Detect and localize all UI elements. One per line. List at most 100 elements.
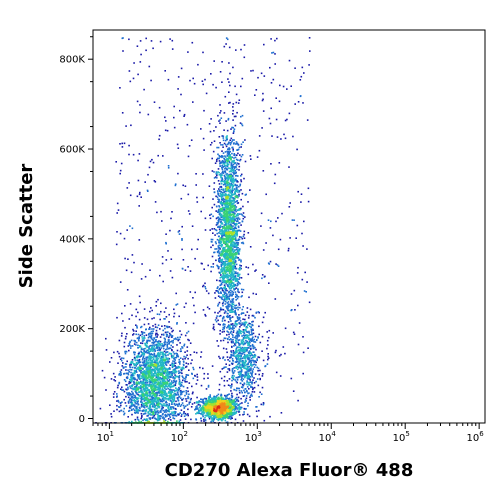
data-point	[227, 309, 229, 312]
data-point	[199, 400, 201, 403]
data-point	[118, 339, 121, 342]
data-point	[193, 351, 196, 353]
data-point	[220, 180, 222, 183]
data-point	[144, 365, 147, 368]
data-point	[232, 66, 234, 69]
data-point	[162, 409, 164, 412]
data-point	[125, 363, 128, 365]
data-point	[229, 245, 231, 248]
data-point	[217, 408, 220, 410]
data-point	[123, 407, 125, 410]
data-point	[201, 399, 204, 401]
data-point	[178, 338, 181, 341]
data-point	[161, 388, 164, 390]
data-point	[235, 257, 238, 259]
data-point	[186, 354, 188, 356]
data-point	[228, 197, 231, 199]
data-point	[152, 328, 155, 330]
data-point	[142, 364, 145, 367]
data-point	[137, 368, 140, 371]
data-point	[164, 318, 166, 320]
data-point	[137, 376, 140, 378]
data-point	[218, 402, 220, 404]
data-point	[183, 306, 186, 308]
data-point	[229, 236, 231, 239]
data-point	[234, 404, 237, 407]
data-point	[156, 379, 159, 381]
data-point	[159, 345, 161, 347]
data-point	[154, 359, 156, 362]
data-point	[211, 417, 213, 419]
data-point	[131, 384, 133, 387]
data-point	[145, 393, 147, 396]
data-point	[141, 383, 143, 385]
data-point	[165, 385, 167, 387]
data-point	[147, 407, 150, 410]
data-point	[228, 286, 231, 288]
data-point	[137, 419, 140, 421]
data-point	[161, 372, 163, 375]
data-point	[135, 402, 138, 405]
data-point	[154, 323, 157, 326]
data-point	[237, 404, 239, 407]
data-point	[135, 393, 138, 395]
data-point	[239, 230, 242, 232]
data-point	[234, 169, 236, 172]
data-point	[165, 409, 168, 411]
data-point	[230, 320, 232, 322]
data-point	[238, 332, 241, 334]
data-point	[169, 398, 172, 400]
data-point	[179, 330, 181, 332]
data-point	[236, 213, 239, 215]
data-point	[135, 308, 138, 311]
data-point	[214, 408, 217, 411]
data-point	[135, 324, 137, 326]
data-point	[148, 372, 151, 374]
data-point	[220, 196, 223, 199]
data-point	[238, 414, 241, 416]
data-point	[165, 357, 167, 359]
data-point	[139, 334, 142, 337]
data-point	[238, 208, 241, 210]
data-point	[142, 376, 145, 379]
data-point	[151, 348, 154, 350]
data-point	[184, 351, 186, 353]
data-point	[162, 389, 164, 392]
data-point	[137, 354, 140, 356]
data-point	[149, 355, 151, 358]
data-point	[217, 319, 219, 322]
data-point	[185, 362, 188, 364]
data-point	[175, 394, 177, 396]
data-point	[157, 418, 160, 420]
data-point	[136, 381, 138, 383]
data-point	[131, 345, 134, 347]
data-point	[204, 404, 207, 407]
data-point	[136, 384, 138, 386]
data-point	[223, 398, 226, 400]
data-point	[159, 418, 161, 421]
data-point	[179, 360, 181, 363]
data-point	[227, 285, 229, 287]
data-point	[216, 412, 218, 415]
data-point	[140, 326, 142, 329]
data-point	[221, 244, 223, 247]
data-point	[140, 420, 142, 423]
data-point	[232, 148, 234, 150]
data-point	[179, 385, 182, 387]
data-point	[152, 365, 155, 368]
data-point	[119, 370, 122, 373]
data-point	[146, 377, 148, 380]
data-point	[224, 155, 226, 157]
data-point	[135, 370, 137, 373]
data-point	[224, 412, 226, 415]
data-point	[177, 339, 180, 342]
data-point	[161, 374, 163, 376]
data-point	[184, 334, 187, 337]
data-point	[134, 390, 137, 392]
data-point	[118, 352, 120, 355]
data-point	[138, 420, 140, 423]
data-point	[180, 371, 182, 374]
data-point	[185, 393, 188, 395]
data-point	[168, 397, 170, 399]
data-point	[217, 168, 220, 170]
